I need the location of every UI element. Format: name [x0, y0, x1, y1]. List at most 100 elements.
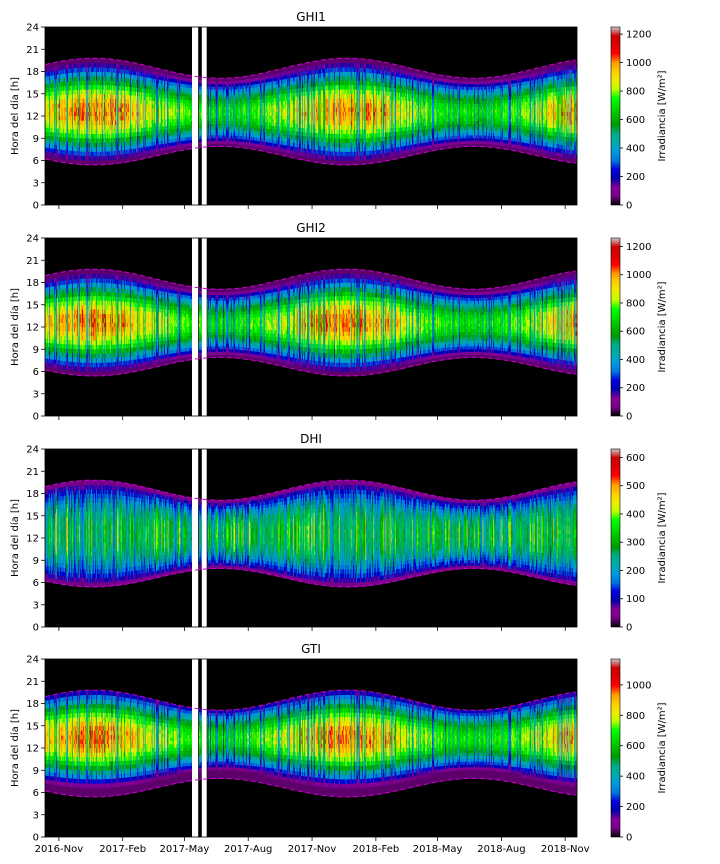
- colorbar-tick-label: 400: [626, 144, 645, 155]
- x-tick-label: 2018-May: [413, 844, 463, 855]
- y-tick-label: 21: [26, 45, 39, 56]
- y-tick-label: 12: [26, 323, 39, 334]
- data-gap-stripe: [192, 659, 198, 837]
- colorbar-tick-label: 500: [626, 481, 645, 492]
- y-tick-label: 9: [33, 556, 39, 567]
- data-gap-stripe: [202, 449, 207, 627]
- colorbar-tick-label: 200: [626, 802, 645, 813]
- y-tick-label: 3: [33, 810, 39, 821]
- y-tick-label: 0: [33, 412, 39, 423]
- colorbar-tick-label: 200: [626, 566, 645, 577]
- x-tick-label: 2017-Nov: [288, 844, 337, 855]
- colorbar-tick-label: 400: [626, 355, 645, 366]
- colorbar-tick-label: 300: [626, 538, 645, 549]
- colorbar-tick-label: 200: [626, 383, 645, 394]
- y-axis-label: Hora del día [h]: [9, 709, 21, 787]
- panel-title: GTI: [301, 642, 321, 656]
- colorbar-tick-label: 800: [626, 87, 645, 98]
- x-tick-label: 2018-Aug: [477, 844, 525, 855]
- y-tick-label: 6: [33, 156, 39, 167]
- y-tick-label: 9: [33, 766, 39, 777]
- colorbar: 0 100 200 300 400 500 600 Irradiancia [W/m²]: [611, 449, 668, 634]
- colorbar-tick-label: 0: [626, 623, 632, 634]
- colorbar-label: Irradiancia [W/m²]: [657, 281, 668, 372]
- x-tick-label: 2016-Nov: [35, 844, 84, 855]
- y-tick-label: 6: [33, 367, 39, 378]
- data-gap-stripe: [202, 27, 207, 205]
- y-tick-label: 12: [26, 112, 39, 123]
- colorbar-tick-label: 0: [626, 412, 632, 423]
- data-gap-stripe: [192, 27, 198, 205]
- data-gap-stripe: [202, 659, 207, 837]
- y-tick-label: 21: [26, 677, 39, 688]
- y-tick-label: 15: [26, 300, 39, 311]
- data-gap-stripe: [192, 238, 198, 416]
- y-tick-label: 24: [26, 655, 39, 666]
- colorbar-tick-label: 200: [626, 172, 645, 183]
- y-tick-label: 18: [26, 699, 39, 710]
- x-tick-label: 2018-Feb: [352, 844, 399, 855]
- y-tick-label: 3: [33, 389, 39, 400]
- colorbar-tick-label: 1000: [626, 680, 651, 691]
- colorbar: 0 200 400 600 800 1000 1200 Irradiancia [W/m²]: [611, 238, 668, 423]
- colorbar-tick-label: 0: [626, 201, 632, 212]
- x-tick-label: 2017-Feb: [99, 844, 146, 855]
- colorbar-tick-label: 400: [626, 772, 645, 783]
- colorbar-gradient: [611, 238, 620, 416]
- colorbar-tick-label: 400: [626, 509, 645, 520]
- colorbar-tick-label: 1200: [626, 242, 651, 253]
- colorbar-tick-label: 1000: [626, 270, 651, 281]
- y-tick-label: 12: [26, 534, 39, 545]
- y-tick-label: 15: [26, 721, 39, 732]
- colorbar-tick-label: 600: [626, 115, 645, 126]
- colorbar-gradient: [611, 449, 620, 627]
- colorbar-tick-label: 0: [626, 833, 632, 844]
- y-tick-label: 15: [26, 511, 39, 522]
- y-tick-label: 21: [26, 256, 39, 267]
- colorbar-gradient: [611, 27, 620, 205]
- colorbar-tick-label: 800: [626, 711, 645, 722]
- colorbar-label: Irradiancia [W/m²]: [657, 70, 668, 161]
- y-tick-label: 0: [33, 833, 39, 844]
- y-tick-label: 24: [26, 234, 39, 245]
- x-tick-label: 2017-May: [160, 844, 210, 855]
- colorbar: 0 200 400 600 800 1000 1200 Irradiancia [W/m²]: [611, 27, 668, 212]
- panel-title: GHI1: [296, 10, 326, 24]
- y-tick-label: 6: [33, 578, 39, 589]
- y-tick-label: 3: [33, 600, 39, 611]
- y-tick-label: 9: [33, 345, 39, 356]
- panel-title: DHI: [300, 432, 322, 446]
- colorbar: 0 200 400 600 800 1000 Irradiancia [W/m²]: [611, 659, 668, 844]
- colorbar-label: Irradiancia [W/m²]: [657, 492, 668, 583]
- y-tick-label: 0: [33, 201, 39, 212]
- panel-ghi2: GHI2 0 3 6 9 12 15 18 21 24 Hora del día [h] 0 200 40…: [9, 221, 668, 423]
- panel-title: GHI2: [296, 221, 326, 235]
- y-tick-label: 6: [33, 788, 39, 799]
- data-gap-stripe: [192, 449, 198, 627]
- y-axis-label: Hora del día [h]: [9, 499, 21, 577]
- y-tick-label: 18: [26, 67, 39, 78]
- colorbar-tick-label: 600: [626, 741, 645, 752]
- x-tick-label: 2017-Aug: [224, 844, 272, 855]
- y-tick-label: 24: [26, 445, 39, 456]
- colorbar-tick-label: 800: [626, 298, 645, 309]
- colorbar-gradient: [611, 659, 620, 837]
- y-tick-label: 18: [26, 489, 39, 500]
- colorbar-label: Irradiancia [W/m²]: [657, 702, 668, 793]
- panel-dhi: DHI 0 3 6 9 12 15 18 21 24 Hora del día [h] 0 100 200…: [9, 432, 668, 634]
- colorbar-tick-label: 1000: [626, 58, 651, 69]
- y-tick-label: 3: [33, 178, 39, 189]
- colorbar-tick-label: 600: [626, 327, 645, 338]
- y-tick-label: 0: [33, 623, 39, 634]
- colorbar-tick-label: 100: [626, 594, 645, 605]
- y-axis-label: Hora del día [h]: [9, 288, 21, 366]
- y-tick-label: 21: [26, 467, 39, 478]
- colorbar-tick-label: 600: [626, 453, 645, 464]
- y-tick-label: 18: [26, 278, 39, 289]
- data-gap-stripe: [202, 238, 207, 416]
- colorbar-tick-label: 1200: [626, 30, 651, 41]
- x-tick-label: 2018-Nov: [541, 844, 590, 855]
